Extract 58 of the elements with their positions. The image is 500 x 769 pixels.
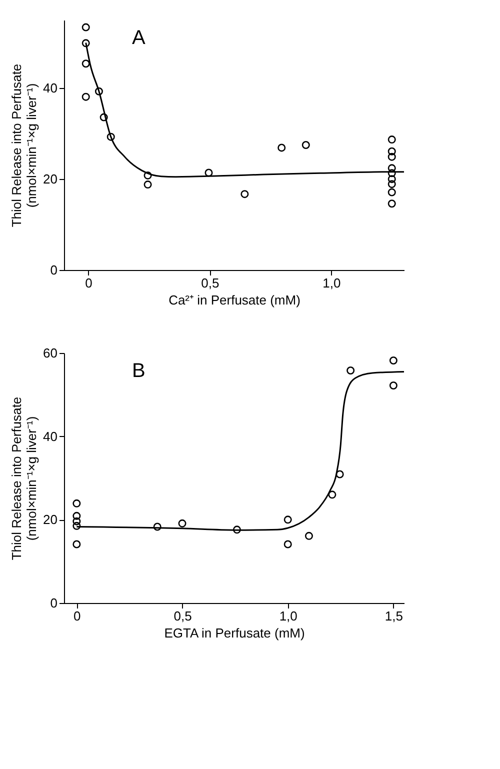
point: [388, 180, 396, 188]
point: [284, 516, 292, 524]
x-axis-title: EGTA in Perfusate (mM): [164, 626, 305, 640]
x-tick-label: 0,5: [174, 608, 192, 624]
point: [204, 168, 213, 177]
point: [388, 164, 396, 172]
point: [144, 180, 152, 189]
y-tick-label: 60: [43, 346, 58, 360]
point: [72, 522, 81, 530]
point: [100, 113, 108, 122]
point: [346, 366, 355, 374]
point: [153, 522, 162, 531]
x-tick-label: 0,5: [201, 276, 220, 290]
y-tick-label: 40: [43, 80, 58, 96]
point: [72, 499, 81, 508]
point: [388, 136, 396, 144]
point: [388, 147, 396, 156]
point: [388, 175, 396, 184]
point: [82, 23, 90, 32]
point: [302, 141, 310, 149]
point: [240, 190, 249, 198]
x-tick-label: 0: [74, 608, 81, 624]
point: [388, 152, 396, 161]
point: [94, 87, 103, 96]
point: [328, 490, 336, 499]
y-axis-title: Thiol Release into Perfusate (nmol×min⁻¹×g liver⁻¹): [9, 64, 40, 228]
y-tick-label: 0: [50, 596, 58, 610]
point: [106, 132, 115, 141]
annotation: B: [132, 360, 146, 382]
point: [388, 169, 396, 178]
y-tick-label: 20: [43, 512, 58, 528]
point: [336, 470, 344, 478]
point: [278, 144, 286, 152]
point: [144, 171, 152, 180]
point: [82, 39, 90, 48]
x-axis-title: Ca²⁺ in Perfusate (mM): [168, 292, 300, 308]
y-tick-label: 40: [43, 428, 58, 444]
x-tick-label: 1,5: [384, 608, 403, 624]
point: [284, 540, 292, 548]
point: [389, 356, 398, 364]
point: [389, 382, 398, 390]
annotation: A: [132, 27, 146, 49]
point: [232, 526, 241, 534]
point: [178, 519, 186, 528]
x-tick-label: 0: [85, 276, 92, 290]
x-tick-label: 1,0: [279, 608, 298, 624]
y-tick-label: 0: [50, 262, 58, 278]
y-axis-title: Thiol Release into Perfusate (nmol×min⁻¹×g liver⁻¹): [9, 396, 40, 560]
point: [72, 517, 81, 526]
point: [304, 532, 313, 540]
x-tick-label: 1,0: [322, 276, 341, 290]
point: [82, 92, 90, 101]
point: [72, 540, 81, 548]
point: [82, 60, 90, 68]
point: [388, 188, 396, 196]
y-tick-label: 20: [43, 172, 58, 187]
point: [72, 512, 81, 520]
point: [388, 200, 396, 208]
